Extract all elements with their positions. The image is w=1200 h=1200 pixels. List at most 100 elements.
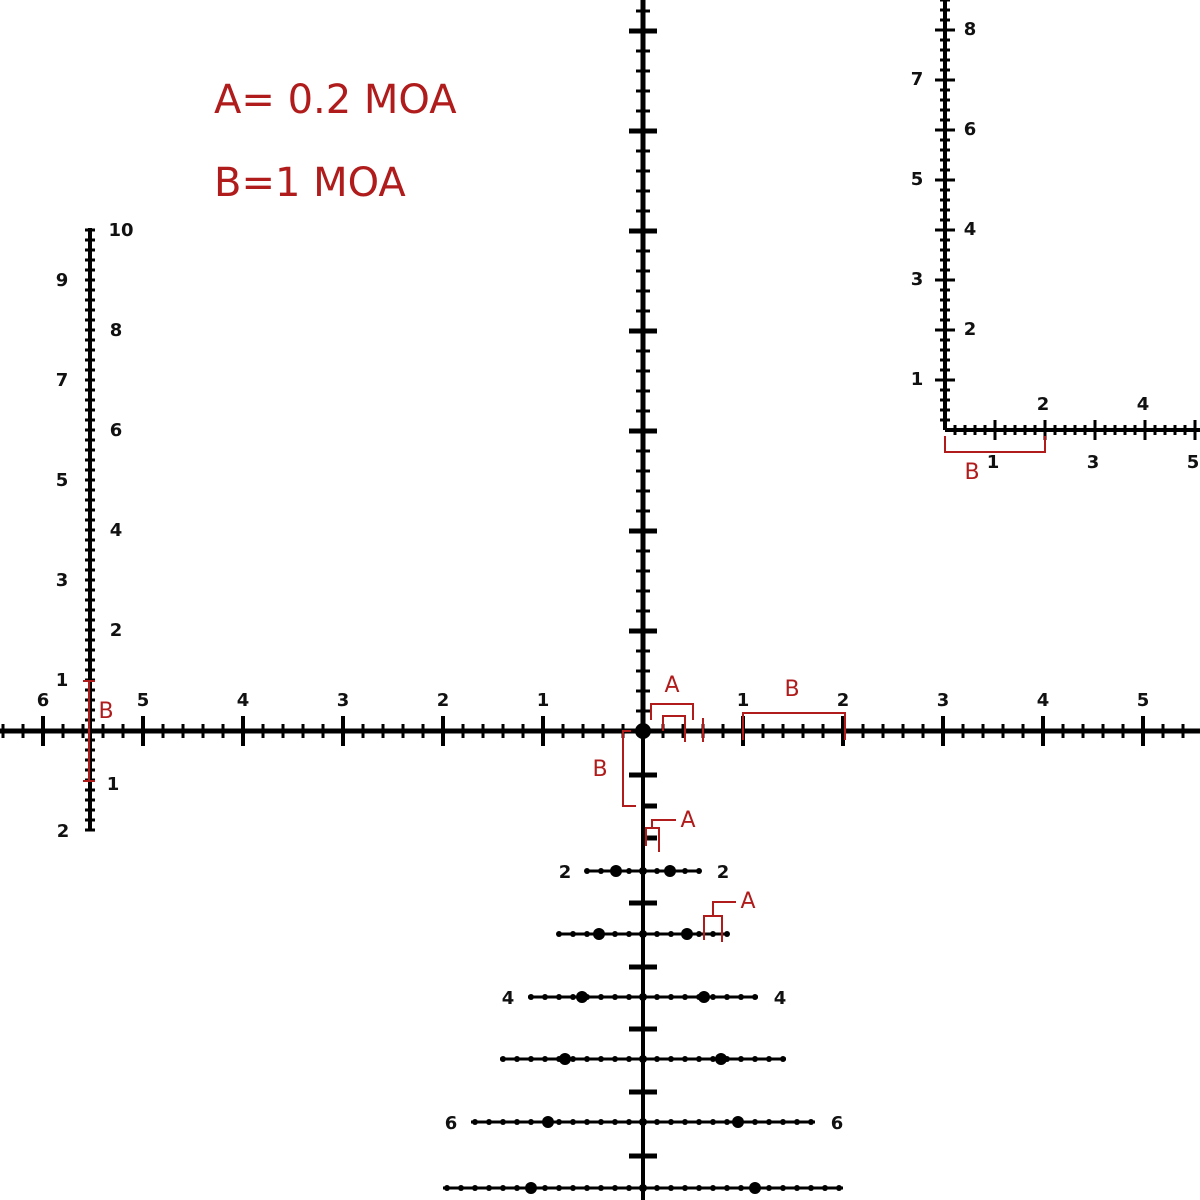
reticle-dot bbox=[639, 1118, 647, 1126]
reticle-dot bbox=[626, 994, 632, 1000]
reticle-dot bbox=[612, 994, 618, 1000]
reticle-dot bbox=[654, 1185, 660, 1191]
reticle-dot bbox=[612, 931, 618, 937]
annotation-label: A bbox=[680, 808, 695, 833]
reticle-number: 1 bbox=[911, 369, 924, 390]
reticle-dot bbox=[794, 1185, 800, 1191]
reticle-number: 9 bbox=[56, 270, 69, 291]
reticle-dot bbox=[584, 1119, 590, 1125]
reticle-dot bbox=[752, 994, 758, 1000]
reticle-dot bbox=[525, 1182, 537, 1194]
reticle-number: 8 bbox=[964, 19, 977, 40]
reticle-number: 6 bbox=[445, 1113, 458, 1134]
reticle-dot bbox=[639, 867, 647, 875]
reticle-number: 5 bbox=[1187, 452, 1200, 473]
reticle-dot bbox=[732, 1116, 744, 1128]
reticle-dot bbox=[500, 1119, 506, 1125]
reticle-dot bbox=[528, 1119, 534, 1125]
reticle-dot bbox=[576, 991, 588, 1003]
reticle-dot bbox=[780, 1185, 786, 1191]
annotation-bracket bbox=[622, 730, 636, 807]
reticle-number: 2 bbox=[437, 690, 450, 711]
reticle-number: 1 bbox=[107, 774, 120, 795]
reticle-number: 4 bbox=[502, 988, 515, 1009]
reticle-number: 1 bbox=[537, 690, 550, 711]
reticle-dot bbox=[698, 991, 710, 1003]
reticle-number: 6 bbox=[110, 420, 123, 441]
reticle-dot bbox=[542, 1185, 548, 1191]
reticle-dot bbox=[710, 931, 716, 937]
reticle-dot bbox=[612, 1185, 618, 1191]
reticle-dot bbox=[570, 1056, 576, 1062]
reticle-dot bbox=[500, 1185, 506, 1191]
reticle-number: 4 bbox=[1137, 394, 1150, 415]
reticle-dot bbox=[696, 868, 702, 874]
annotation-label: B bbox=[964, 460, 979, 485]
annotation-bracket bbox=[651, 819, 676, 828]
reticle-dot bbox=[612, 1056, 618, 1062]
annotation-bracket bbox=[944, 436, 1046, 453]
reticle-number: 3 bbox=[1087, 452, 1100, 473]
reticle-number: 3 bbox=[937, 690, 950, 711]
reticle-dot bbox=[626, 1185, 632, 1191]
reticle-dot bbox=[598, 1119, 604, 1125]
reticle-dot bbox=[808, 1119, 814, 1125]
reticle-dot bbox=[556, 994, 562, 1000]
reticle-dot bbox=[598, 994, 604, 1000]
reticle-dot bbox=[570, 1185, 576, 1191]
reticle-number: 2 bbox=[717, 862, 730, 883]
reticle-dot bbox=[654, 1119, 660, 1125]
annotation-bracket bbox=[712, 901, 736, 916]
reticle-dot bbox=[715, 1053, 727, 1065]
legend-b: B=1 MOA bbox=[214, 160, 406, 206]
reticle-dot bbox=[610, 865, 622, 877]
reticle-dot bbox=[668, 931, 674, 937]
reticle-dot bbox=[486, 1185, 492, 1191]
reticle-dot bbox=[780, 1119, 786, 1125]
annotation-bracket bbox=[650, 703, 694, 720]
annotation-bracket bbox=[703, 915, 723, 942]
reticle-number: 3 bbox=[911, 269, 924, 290]
reticle-dot bbox=[752, 1056, 758, 1062]
reticle-dot bbox=[626, 1056, 632, 1062]
reticle-dot bbox=[626, 931, 632, 937]
annotation-label: A bbox=[664, 673, 679, 698]
reticle-number: 5 bbox=[911, 169, 924, 190]
reticle-dot bbox=[559, 1053, 571, 1065]
reticle-dot bbox=[749, 1182, 761, 1194]
reticle-dot bbox=[514, 1185, 520, 1191]
reticle-number: 3 bbox=[56, 570, 69, 591]
reticle-dot bbox=[682, 1056, 688, 1062]
reticle-dot bbox=[696, 931, 702, 937]
reticle-number: 2 bbox=[837, 690, 850, 711]
reticle-number: 4 bbox=[1037, 690, 1050, 711]
reticle-dot bbox=[822, 1185, 828, 1191]
reticle-dot bbox=[836, 1185, 842, 1191]
annotation-label: B bbox=[592, 757, 607, 782]
legend-a: A= 0.2 MOA bbox=[214, 77, 457, 123]
reticle-dot bbox=[710, 1056, 716, 1062]
reticle-number: 2 bbox=[57, 821, 70, 842]
reticle-dot bbox=[639, 1055, 647, 1063]
reticle-dot bbox=[668, 1056, 674, 1062]
reticle-number: 4 bbox=[774, 988, 787, 1009]
reticle-dot bbox=[682, 994, 688, 1000]
reticle-dot bbox=[570, 931, 576, 937]
reticle-dot bbox=[514, 1119, 520, 1125]
reticle-number: 2 bbox=[1037, 394, 1050, 415]
reticle-dot bbox=[486, 1119, 492, 1125]
reticle-number: 1 bbox=[987, 452, 1000, 473]
reticle-dot bbox=[738, 1056, 744, 1062]
reticle-dot bbox=[584, 931, 590, 937]
reticle-dot bbox=[696, 1185, 702, 1191]
reticle-dot bbox=[766, 1056, 772, 1062]
reticle-dot bbox=[598, 1056, 604, 1062]
reticle-dot bbox=[593, 928, 605, 940]
reticle-number: 6 bbox=[831, 1113, 844, 1134]
reticle-number: 8 bbox=[110, 320, 123, 341]
reticle-dot bbox=[696, 1056, 702, 1062]
reticle-dot bbox=[528, 1056, 534, 1062]
reticle-dot bbox=[556, 1185, 562, 1191]
reticle-number: 7 bbox=[911, 69, 924, 90]
